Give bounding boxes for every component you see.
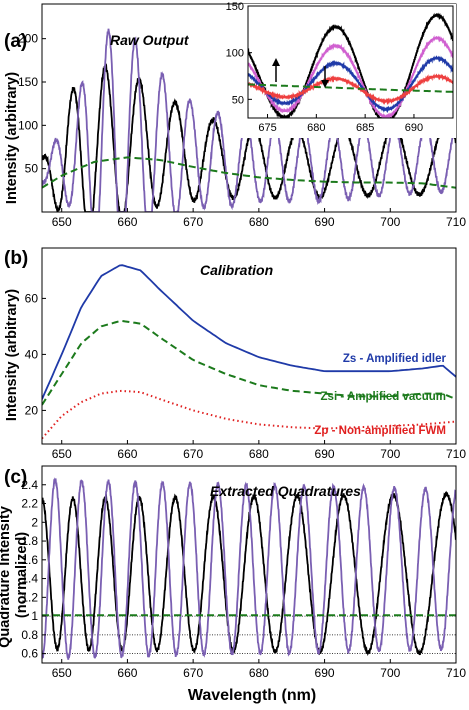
panel-c-y-axis-label-line1: Quadrature Intensity (normalized) — [0, 502, 30, 648]
panel-c-title: Extracted Quadratures — [210, 483, 361, 499]
inset-ytick-label: 100 — [226, 48, 244, 60]
inset-series-3 — [248, 73, 453, 106]
panel-c-ytick-label: 0.6 — [21, 647, 38, 661]
inset-series-4 — [248, 83, 453, 93]
inset-xtick-label: 675 — [258, 122, 276, 134]
panel-c-xtick-label: 690 — [315, 666, 335, 680]
inset-series-group — [248, 12, 453, 118]
panel-c-ytick-label: 2.2 — [21, 497, 38, 511]
panel-b-title: Calibration — [200, 262, 273, 278]
panel-c-xtick-label: 680 — [249, 666, 269, 680]
panel-c-label: (c) — [4, 467, 27, 488]
panel-a-title: Raw Output — [110, 32, 190, 48]
panel-b-ticks: 650 660 670 680 690 700 710 20 40 60 — [25, 291, 467, 461]
inset-series-2 — [248, 55, 453, 114]
inset-ytick-label: 150 — [226, 1, 244, 13]
panel-a-ticks: 650 660 670 680 690 700 710 50 100 150 200 — [18, 32, 466, 229]
legend-zp: Zp - Non-amplified FWM — [314, 425, 446, 437]
panel-c-xtick-label: 710 — [446, 666, 466, 680]
panel-c-xtick-label: 670 — [183, 666, 203, 680]
panel-c-series-1 — [42, 477, 456, 660]
inset-series-0 — [248, 12, 453, 118]
panel-b-xtick-label: 670 — [183, 447, 203, 461]
panel-a-xtick-label: 680 — [249, 215, 269, 229]
panel-a-series-2 — [42, 156, 456, 189]
panel-c-ytick-label: 1.4 — [21, 572, 38, 586]
panel-a-xtick-label: 690 — [315, 215, 335, 229]
panel-b-xtick-label: 650 — [52, 447, 72, 461]
panel-a-label: (a) — [4, 31, 27, 52]
panel-c-ytick-label: 0.8 — [21, 628, 38, 642]
x-axis-label: Wavelength (nm) — [188, 687, 316, 704]
panel-c-xtick-label: 660 — [117, 666, 137, 680]
panel-c-y-axis-label-line1-text: Quadrature Intensity — [0, 506, 13, 648]
panel-b-series-group — [42, 264, 456, 440]
panel-b-xtick-label: 660 — [117, 447, 137, 461]
panel-a-ytick-label: 200 — [18, 32, 38, 46]
panel-c-ytick-label: 1.2 — [21, 590, 38, 604]
down-arrow — [321, 66, 329, 88]
panel-a-xtick-label: 710 — [446, 215, 466, 229]
panel-c-ytick-label: 1.6 — [21, 553, 38, 567]
panel-c-ytick-label: 1.8 — [21, 534, 38, 548]
panel-c-y-axis-label-line2-text: (normalized) — [14, 532, 30, 618]
inset-xtick-label: 690 — [405, 122, 423, 134]
panel-b-ytick-label: 40 — [25, 347, 39, 361]
panel-c-axes-frame — [41, 465, 457, 664]
panel-a-ytick-label: 150 — [18, 75, 38, 89]
panel-c-ytick-label: 1 — [31, 609, 38, 623]
panel-b-ytick-label: 20 — [25, 403, 39, 417]
panel-c-ytick-label: 2 — [31, 515, 38, 529]
panel-a-xtick-label: 660 — [117, 215, 137, 229]
panel-b-xtick-label: 690 — [315, 447, 335, 461]
inset-xtick-label: 685 — [356, 122, 374, 134]
inset-xtick-label: 680 — [307, 122, 325, 134]
panel-c: (c) Quadrature Intensity (normalized) 65… — [0, 465, 466, 680]
panel-b-xtick-label: 710 — [446, 447, 466, 461]
panel-a-ytick-label: 100 — [18, 118, 38, 132]
panel-a: (a) Intensity (arbitrary) 650 660 670 680 69… — [4, 1, 466, 229]
inset-axes-frame — [247, 5, 454, 119]
panel-b-xtick-label: 700 — [380, 447, 400, 461]
panel-c-xtick-label: 650 — [52, 666, 72, 680]
panel-b: (b) Intensity (arbitrary) 650 660 670 680 69… — [4, 247, 467, 461]
panel-c-series-group — [42, 477, 456, 660]
panel-b-y-axis-label: Intensity (arbitrary) — [4, 289, 20, 421]
inset-ticks: 675 680 685 690 50 100 150 — [226, 1, 423, 134]
panel-b-ytick-label: 60 — [25, 291, 39, 305]
panel-a-xtick-label: 670 — [183, 215, 203, 229]
panel-a-inset: 675 680 685 690 50 100 150 — [226, 1, 456, 138]
panel-a-y-axis-label: Intensity (arbitrary) — [4, 72, 20, 204]
inset-ytick-label: 50 — [232, 94, 244, 106]
panel-b-series-1 — [42, 319, 456, 406]
panel-b-axes-frame — [41, 247, 457, 445]
panel-b-series-0 — [42, 264, 456, 400]
panel-a-ytick-label: 50 — [25, 162, 39, 176]
panel-c-xtick-label: 700 — [380, 666, 400, 680]
panel-b-label: (b) — [4, 248, 28, 269]
panel-c-series-0 — [42, 490, 456, 656]
panel-a-xtick-label: 650 — [52, 215, 72, 229]
legend-zs: Zs - Amplified idler — [343, 353, 447, 365]
inset-series-1 — [248, 35, 453, 118]
panel-a-xtick-label: 700 — [380, 215, 400, 229]
panel-b-xtick-label: 680 — [249, 447, 269, 461]
up-arrow — [272, 58, 280, 82]
legend-zsi: Zsi - Amplified vacuum — [321, 391, 446, 403]
panel-c-ytick-label: 2.4 — [21, 478, 38, 492]
